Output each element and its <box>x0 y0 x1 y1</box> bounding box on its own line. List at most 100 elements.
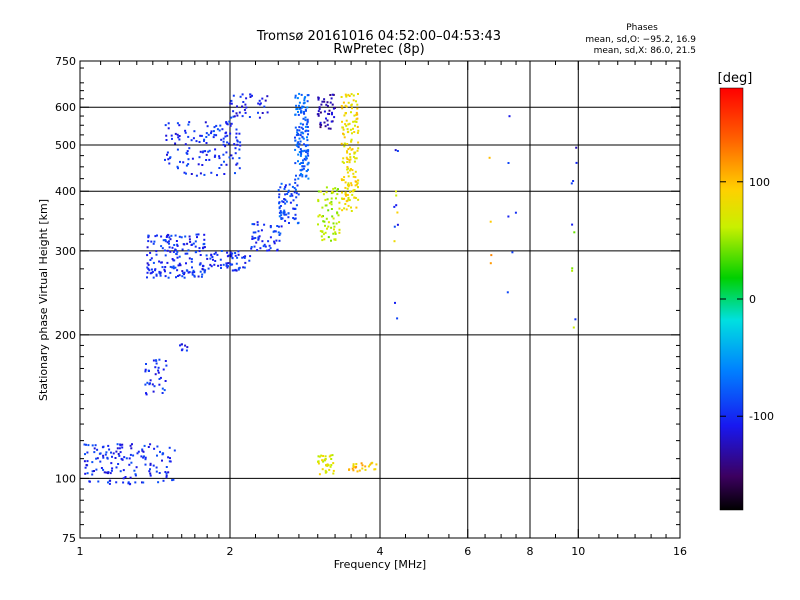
echo-point <box>278 234 281 236</box>
echo-point <box>331 113 333 116</box>
echo-point <box>324 224 326 227</box>
phase-info-o: mean, sd,O: −95.2, 16.9 <box>585 35 696 45</box>
echo-point <box>346 166 349 168</box>
echo-point <box>177 167 179 170</box>
echo-point <box>153 447 156 450</box>
echo-point <box>195 233 198 236</box>
echo-point <box>396 150 399 152</box>
echo-point <box>283 187 286 190</box>
echo-point <box>299 148 302 151</box>
echo-point <box>352 155 355 158</box>
echo-point <box>189 240 192 243</box>
echo-point <box>149 379 152 382</box>
echo-point <box>231 263 234 266</box>
echo-point <box>333 228 335 231</box>
echo-point <box>574 318 577 321</box>
echo-point <box>214 260 217 262</box>
echo-point <box>213 133 216 136</box>
echo-point <box>239 95 242 98</box>
echo-point <box>350 104 353 107</box>
echo-point <box>84 466 87 469</box>
echo-point <box>364 468 367 471</box>
echo-point <box>306 163 309 166</box>
chart-title: Tromsø 20161016 04:52:00–04:53:43 <box>256 29 501 44</box>
y-axis: 75 100 200 300 400 500 600 750 <box>55 55 680 545</box>
echo-point <box>164 240 167 243</box>
echo-point <box>258 103 261 106</box>
echo-point <box>321 239 324 242</box>
echo-point <box>353 160 356 163</box>
echo-point <box>230 102 233 105</box>
echo-point <box>168 240 170 243</box>
echo-point <box>296 131 299 134</box>
echo-point <box>227 265 229 268</box>
echo-point <box>328 109 331 112</box>
echo-point <box>350 138 353 141</box>
echo-point <box>182 272 185 275</box>
echo-point <box>176 250 179 253</box>
echo-point <box>242 266 245 269</box>
echo-point <box>169 238 172 241</box>
echo-point <box>356 125 359 128</box>
echo-point <box>222 143 225 146</box>
echo-point <box>109 472 112 475</box>
echo-point <box>345 194 347 197</box>
echo-point <box>216 253 219 256</box>
echo-point <box>228 142 231 145</box>
echo-point <box>371 461 374 464</box>
echo-point <box>190 258 193 261</box>
echo-point <box>248 116 251 118</box>
echo-point <box>319 123 322 126</box>
echo-point <box>349 128 352 131</box>
echo-point <box>158 260 161 263</box>
echo-point <box>214 154 217 157</box>
echo-point <box>84 472 87 475</box>
echo-point <box>236 162 239 165</box>
echo-point <box>149 382 151 385</box>
echo-point <box>156 445 159 448</box>
echo-point <box>367 465 370 468</box>
echo-point <box>187 135 190 138</box>
echo-point <box>353 196 356 199</box>
echo-point <box>111 467 114 470</box>
echo-point <box>323 110 326 113</box>
echo-point <box>164 275 167 278</box>
echo-point <box>215 134 218 137</box>
echo-point <box>144 456 147 459</box>
echo-point <box>262 245 265 248</box>
echo-point <box>116 443 119 446</box>
echo-point <box>238 148 241 151</box>
echo-point <box>122 481 125 484</box>
echo-point <box>170 134 173 137</box>
echo-point <box>279 186 282 189</box>
echo-point <box>336 211 339 214</box>
echo-point <box>280 225 283 228</box>
echo-point <box>285 213 288 216</box>
echo-point <box>317 198 320 201</box>
echo-point <box>343 197 346 200</box>
echo-point <box>303 165 306 168</box>
echo-point <box>105 451 108 454</box>
echo-point <box>294 96 297 99</box>
echo-point <box>197 163 200 166</box>
echo-point <box>306 144 309 147</box>
echo-point <box>375 463 378 466</box>
echo-point <box>167 276 170 279</box>
echo-point <box>341 160 344 163</box>
echo-point <box>241 115 244 118</box>
echo-point <box>283 209 286 212</box>
echo-point <box>86 460 89 463</box>
echo-point <box>129 444 132 447</box>
echo-point <box>353 120 356 123</box>
echo-point <box>230 255 233 258</box>
echo-point <box>327 225 330 228</box>
echo-point <box>300 153 303 155</box>
echo-point <box>177 275 179 277</box>
echo-point <box>102 456 105 459</box>
echo-point <box>331 111 333 114</box>
echo-point <box>347 101 350 104</box>
echo-point <box>304 116 307 119</box>
echo-point <box>119 470 122 473</box>
echo-point <box>572 180 575 182</box>
echo-point <box>348 153 351 156</box>
